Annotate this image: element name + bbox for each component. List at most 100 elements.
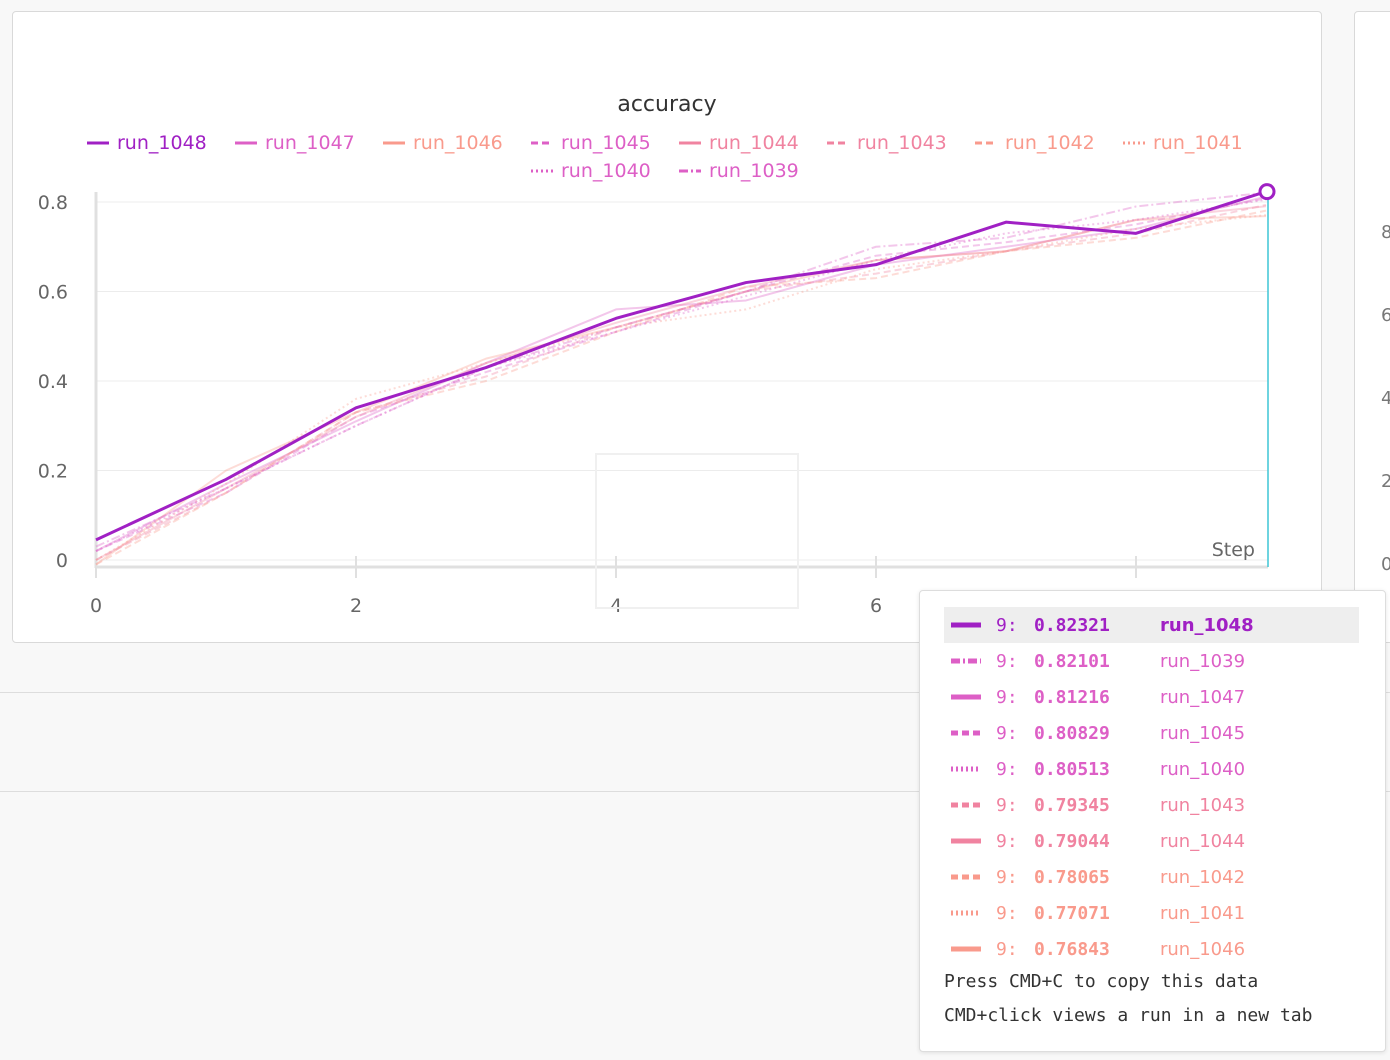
side-y-tick-label: 8	[1381, 222, 1390, 243]
tooltip-run-name: run_1040	[1160, 758, 1246, 780]
legend-item-run_1042[interactable]: run_1042	[975, 132, 1095, 154]
legend-label: run_1039	[709, 160, 799, 182]
tooltip-row-run_1048[interactable]: 9: 0.82321 run_1048	[944, 607, 1359, 643]
line-style-icon	[951, 622, 981, 628]
legend-label: run_1046	[413, 132, 503, 154]
chart-title: accuracy	[617, 92, 717, 117]
series-line-run_1040[interactable]	[95, 198, 1267, 552]
line-style-icon	[951, 874, 981, 880]
legend-line-icon	[235, 141, 257, 145]
tooltip-step: 9:	[996, 830, 1018, 852]
tooltip-row-run_1043[interactable]: 9: 0.79345 run_1043	[944, 787, 1359, 823]
side-y-tick-label: 4	[1381, 388, 1390, 409]
series-line-run_1041[interactable]	[95, 214, 1267, 561]
legend-item-run_1039[interactable]: run_1039	[679, 160, 799, 182]
legend-label: run_1044	[709, 132, 799, 154]
side-y-tick-label: 0	[1381, 554, 1390, 575]
legend-label: run_1047	[265, 132, 355, 154]
tooltip-value: 0.78065	[1034, 866, 1110, 888]
second-chart-panel: 8 6 4 2 0	[1354, 11, 1390, 643]
tooltip-run-name: run_1045	[1160, 722, 1246, 744]
tooltip-row-run_1047[interactable]: 9: 0.81216 run_1047	[944, 679, 1359, 715]
chart-panel: accuracy run_1048 run_1047 run_1046 run_104…	[12, 11, 1322, 643]
legend-line-icon	[679, 169, 701, 173]
series-line-run_1039[interactable]	[95, 191, 1267, 548]
tooltip-row-run_1045[interactable]: 9: 0.80829 run_1045	[944, 715, 1359, 751]
legend-label: run_1042	[1005, 132, 1095, 154]
tooltip-row-run_1041[interactable]: 9: 0.77071 run_1041	[944, 895, 1359, 931]
tooltip-step: 9:	[996, 758, 1018, 780]
tooltip-value: 0.80829	[1034, 722, 1110, 744]
tooltip-step: 9:	[996, 614, 1018, 636]
tooltip-value: 0.77071	[1034, 902, 1110, 924]
series-line-run_1046[interactable]	[95, 215, 1267, 566]
legend-line-icon	[531, 141, 553, 145]
tooltip-value: 0.79044	[1034, 830, 1110, 852]
tooltip-step: 9:	[996, 938, 1018, 960]
hover-point-marker	[1258, 183, 1276, 201]
y-tick-label: 0	[56, 550, 68, 572]
tooltip-row-run_1039[interactable]: 9: 0.82101 run_1039	[944, 643, 1359, 679]
legend-item-run_1047[interactable]: run_1047	[235, 132, 355, 154]
hover-tooltip: Press CMD+C to copy this data CMD+click …	[919, 590, 1386, 1052]
tooltip-row-run_1046[interactable]: 9: 0.76843 run_1046	[944, 931, 1359, 967]
legend-item-run_1048[interactable]: run_1048	[87, 132, 207, 154]
line-style-icon	[951, 910, 981, 916]
x-tick-label: 0	[90, 595, 102, 617]
tooltip-run-name: run_1043	[1160, 794, 1246, 816]
legend-line-icon	[679, 141, 701, 145]
series-line-run_1047[interactable]	[95, 195, 1267, 552]
legend-line-icon	[827, 141, 849, 145]
series-line-run_1048[interactable]	[95, 190, 1267, 542]
tooltip-row-run_1044[interactable]: 9: 0.79044 run_1044	[944, 823, 1359, 859]
x-tick-label: 2	[350, 595, 362, 617]
line-style-icon	[951, 838, 981, 844]
legend-line-icon	[975, 141, 997, 145]
side-y-tick-label: 6	[1381, 305, 1390, 326]
legend-item-run_1044[interactable]: run_1044	[679, 132, 799, 154]
selection-box	[595, 453, 799, 609]
tooltip-run-name: run_1041	[1160, 902, 1246, 924]
legend-label: run_1045	[561, 132, 651, 154]
y-tick-label: 0.4	[38, 371, 68, 393]
tooltip-row-run_1040[interactable]: 9: 0.80513 run_1040	[944, 751, 1359, 787]
legend-item-run_1040[interactable]: run_1040	[531, 160, 651, 182]
line-style-icon	[951, 802, 981, 808]
line-style-icon	[951, 766, 981, 772]
tooltip-step: 9:	[996, 794, 1018, 816]
legend-label: run_1041	[1153, 132, 1243, 154]
legend-line-icon	[87, 141, 109, 145]
tooltip-run-name: run_1047	[1160, 686, 1246, 708]
tooltip-step: 9:	[996, 650, 1018, 672]
line-style-icon	[951, 946, 981, 952]
legend-label: run_1048	[117, 132, 207, 154]
legend-label: run_1040	[561, 160, 651, 182]
series-line-run_1043[interactable]	[95, 203, 1267, 561]
tooltip-value: 0.79345	[1034, 794, 1110, 816]
line-style-icon	[951, 730, 981, 736]
legend-label: run_1043	[857, 132, 947, 154]
tooltip-run-name: run_1042	[1160, 866, 1246, 888]
new-tab-hint: CMD+click views a run in a new tab	[944, 1005, 1313, 1026]
x-axis-label: Step	[1212, 539, 1255, 561]
series-line-run_1042[interactable]	[95, 209, 1267, 566]
tooltip-run-name: run_1048	[1160, 614, 1254, 636]
legend-item-run_1043[interactable]: run_1043	[827, 132, 947, 154]
tooltip-step: 9:	[996, 866, 1018, 888]
legend-item-run_1045[interactable]: run_1045	[531, 132, 651, 154]
tooltip-value: 0.81216	[1034, 686, 1110, 708]
y-tick-label: 0.2	[38, 461, 68, 483]
tooltip-value: 0.82101	[1034, 650, 1110, 672]
tooltip-step: 9:	[996, 902, 1018, 924]
legend-line-icon	[383, 141, 405, 145]
legend-line-icon	[1123, 141, 1145, 145]
tooltip-value: 0.82321	[1034, 614, 1110, 636]
legend-item-run_1041[interactable]: run_1041	[1123, 132, 1243, 154]
tooltip-run-name: run_1039	[1160, 650, 1246, 672]
tooltip-step: 9:	[996, 686, 1018, 708]
x-tick-label: 6	[870, 595, 882, 617]
series-line-run_1044[interactable]	[95, 205, 1267, 561]
legend-item-run_1046[interactable]: run_1046	[383, 132, 503, 154]
tooltip-row-run_1042[interactable]: 9: 0.78065 run_1042	[944, 859, 1359, 895]
